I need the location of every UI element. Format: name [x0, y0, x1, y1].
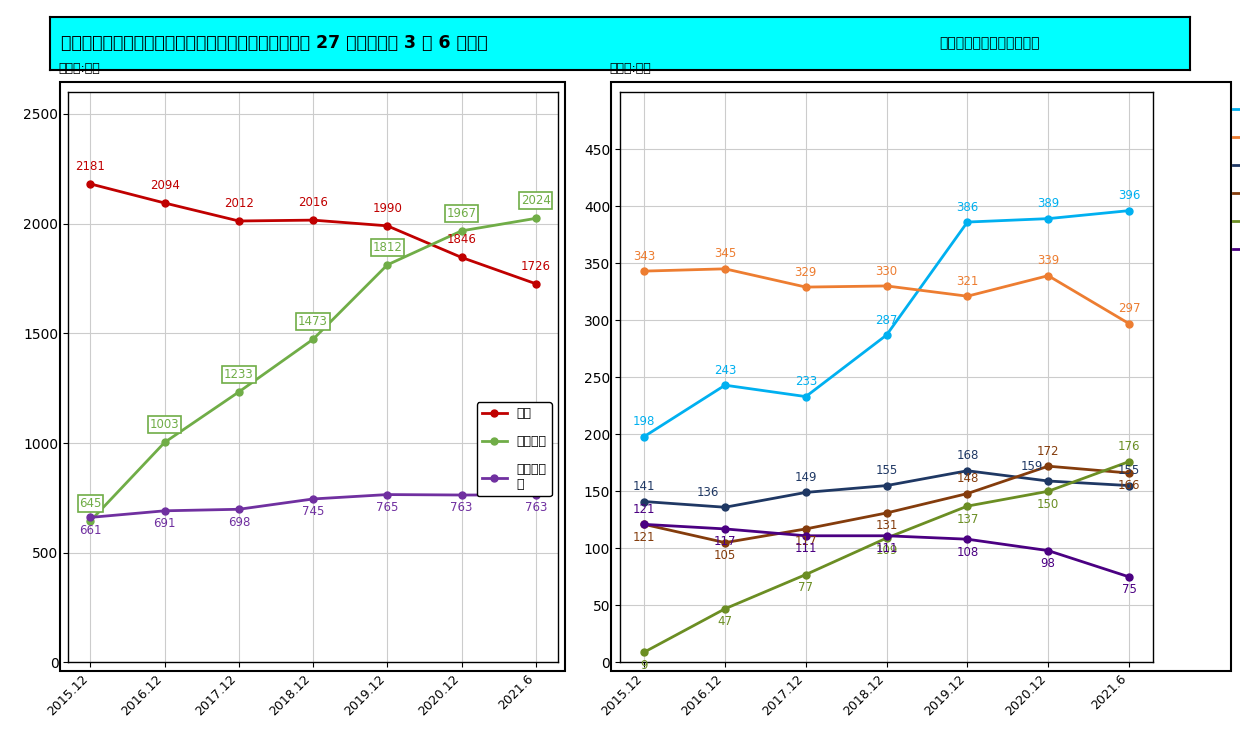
Text: 321: 321	[956, 275, 978, 288]
Text: 121: 121	[632, 531, 656, 544]
Text: 75: 75	[1121, 584, 1136, 596]
Text: 176: 176	[1117, 440, 1141, 453]
Text: 117: 117	[795, 535, 817, 548]
Text: 徳島県　国籍・地域別　在留外国人数の推移　（平成 27 年末〜令和 3 年 6 月末）: 徳島県 国籍・地域別 在留外国人数の推移 （平成 27 年末〜令和 3 年 6 …	[61, 35, 487, 52]
Text: 1473: 1473	[298, 315, 329, 328]
Text: 105: 105	[714, 549, 737, 562]
Text: 287: 287	[875, 314, 898, 327]
Text: 745: 745	[301, 506, 325, 518]
Text: 149: 149	[795, 471, 817, 484]
Text: （単位:人）: （単位:人）	[609, 62, 651, 75]
Text: 98: 98	[1040, 557, 1055, 570]
Legend: インドネシア, 韓国・朝鮮, 米国, カンボジア, ミャンマー, タイ: インドネシア, 韓国・朝鮮, 米国, カンボジア, ミャンマー, タイ	[1228, 98, 1240, 261]
Text: 396: 396	[1117, 189, 1140, 202]
Text: 2094: 2094	[150, 179, 180, 192]
Text: （単位:人）: （単位:人）	[58, 62, 100, 75]
Text: 131: 131	[875, 520, 898, 532]
Text: 198: 198	[634, 415, 656, 428]
Text: 386: 386	[956, 201, 978, 213]
Text: 141: 141	[632, 480, 656, 493]
Text: 47: 47	[718, 615, 733, 629]
Text: 109: 109	[875, 545, 898, 557]
Text: 155: 155	[875, 464, 898, 477]
Text: 159: 159	[1021, 460, 1043, 473]
Text: 148: 148	[956, 473, 978, 485]
Text: 661: 661	[79, 524, 102, 537]
Text: 2012: 2012	[224, 197, 254, 210]
Text: 1003: 1003	[150, 418, 180, 431]
Text: 9: 9	[641, 659, 649, 671]
Text: 691: 691	[154, 517, 176, 530]
Text: 765: 765	[376, 501, 398, 514]
Text: 121: 121	[632, 503, 656, 516]
Text: 343: 343	[634, 250, 656, 263]
Text: 1846: 1846	[446, 233, 476, 247]
Text: 330: 330	[875, 265, 898, 277]
Text: 150: 150	[1037, 498, 1059, 511]
Text: 329: 329	[795, 266, 817, 279]
Text: 2181: 2181	[76, 160, 105, 173]
Text: 233: 233	[795, 375, 817, 389]
Text: 339: 339	[1037, 255, 1059, 267]
Text: 1967: 1967	[446, 207, 476, 220]
Text: 136: 136	[697, 486, 719, 499]
Text: 111: 111	[875, 542, 898, 555]
Text: 108: 108	[956, 545, 978, 559]
Text: 698: 698	[228, 516, 250, 528]
Text: 2016: 2016	[298, 196, 329, 209]
Text: 243: 243	[714, 364, 737, 377]
Text: 法務省在留外国人統計より: 法務省在留外国人統計より	[940, 36, 1040, 51]
Text: 166: 166	[1117, 479, 1141, 492]
Text: 763: 763	[450, 501, 472, 514]
Text: 297: 297	[1117, 302, 1141, 315]
Text: 111: 111	[795, 542, 817, 555]
Text: 168: 168	[956, 450, 978, 462]
Text: 1726: 1726	[521, 260, 551, 272]
Legend: 中国, ベトナム, フィリピ
ン: 中国, ベトナム, フィリピ ン	[476, 403, 552, 497]
Text: 137: 137	[956, 512, 978, 526]
Text: 155: 155	[1117, 464, 1140, 477]
Text: 389: 389	[1037, 197, 1059, 210]
Text: 117: 117	[714, 535, 737, 548]
Text: 1812: 1812	[372, 241, 402, 254]
Text: 2024: 2024	[521, 194, 551, 208]
Text: 1990: 1990	[372, 202, 402, 215]
Text: 172: 172	[1037, 445, 1059, 458]
Text: 77: 77	[799, 581, 813, 594]
Text: 763: 763	[525, 501, 547, 514]
Text: 345: 345	[714, 247, 737, 261]
Text: 645: 645	[79, 497, 102, 510]
Text: 1233: 1233	[224, 368, 254, 381]
